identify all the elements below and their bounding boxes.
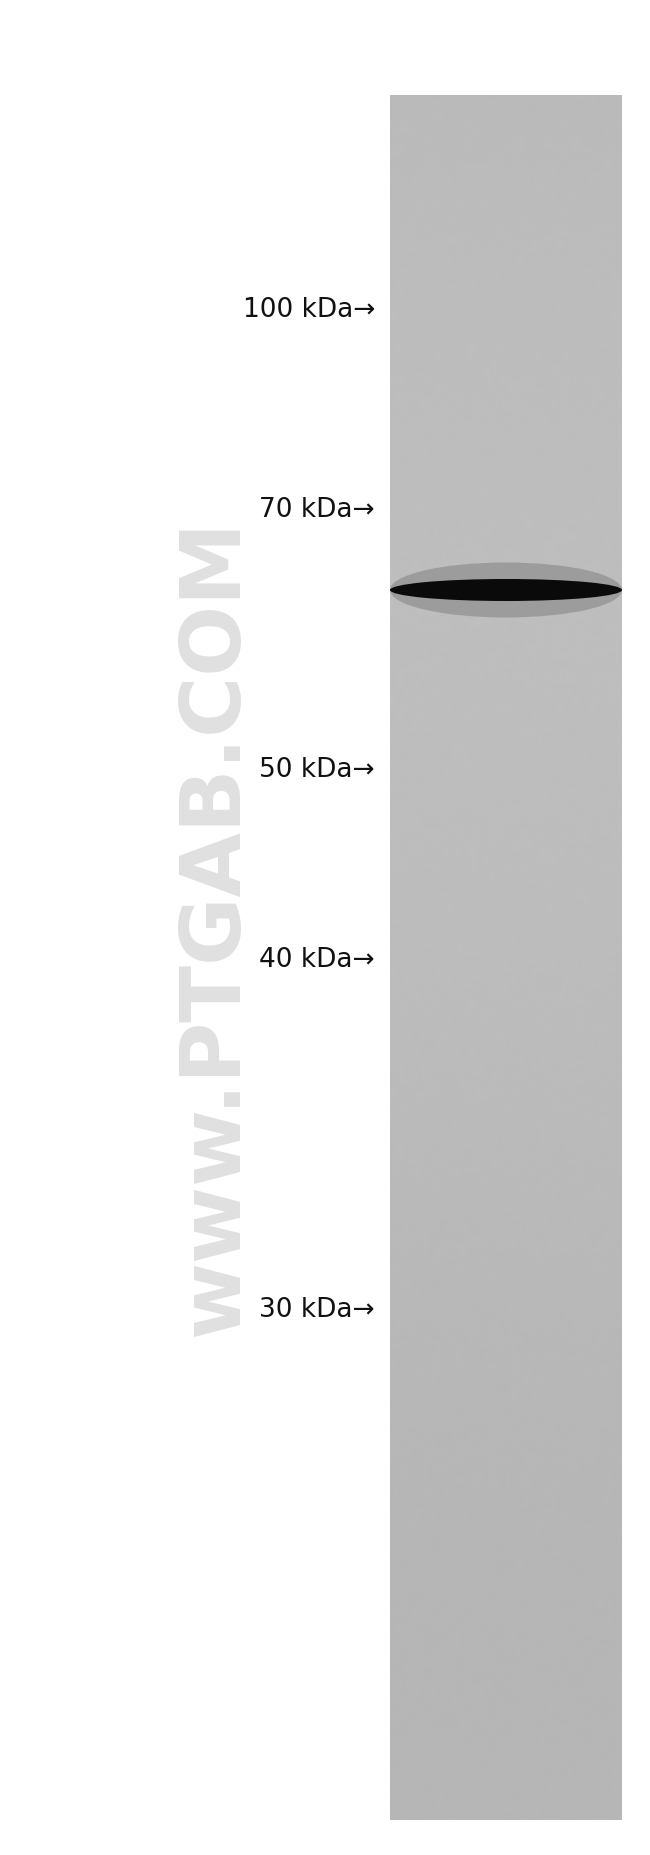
Text: 30 kDa→: 30 kDa→ xyxy=(259,1297,375,1323)
Text: 100 kDa→: 100 kDa→ xyxy=(242,297,375,323)
Ellipse shape xyxy=(390,562,622,618)
Ellipse shape xyxy=(390,579,622,601)
Text: www.PTGAB.COM: www.PTGAB.COM xyxy=(174,518,255,1337)
Text: 40 kDa→: 40 kDa→ xyxy=(259,948,375,974)
Text: 70 kDa→: 70 kDa→ xyxy=(259,497,375,523)
Ellipse shape xyxy=(390,562,622,618)
Text: 50 kDa→: 50 kDa→ xyxy=(259,757,375,783)
